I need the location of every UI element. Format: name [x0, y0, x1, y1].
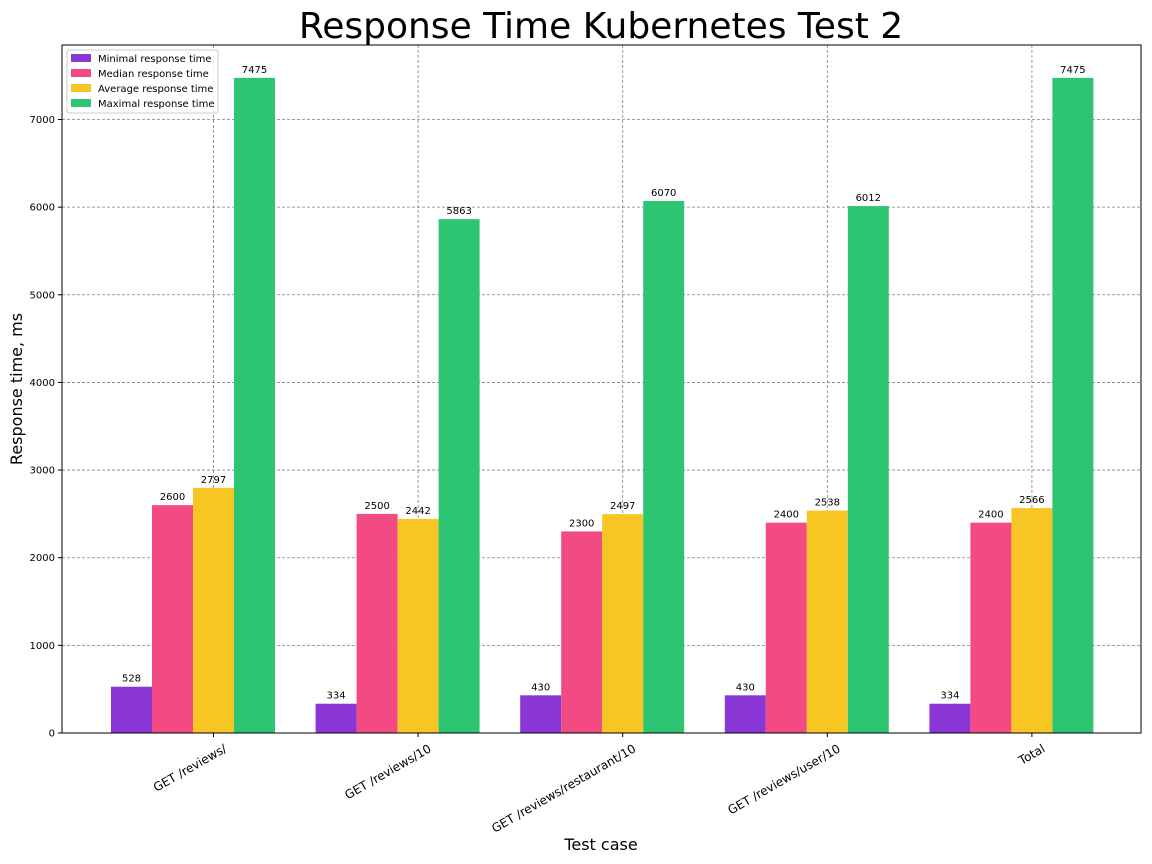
bar — [438, 219, 480, 733]
bar — [561, 531, 603, 733]
plot-area-frame — [61, 44, 1142, 734]
y-tick-label: 4000 — [30, 378, 55, 389]
x-axis: GET /reviews/GET /reviews/10 GET /reviews… — [151, 733, 1047, 836]
legend-swatch — [71, 84, 91, 92]
bar — [315, 703, 357, 733]
data-label: 2442 — [405, 506, 430, 517]
legend-swatch — [71, 54, 91, 62]
data-label: 430 — [531, 682, 550, 693]
bar — [356, 513, 398, 733]
data-labels: 528 2600 2797 7475 334 2500 2442 5863 430 2300 249… — [122, 65, 1086, 702]
bar — [970, 522, 1012, 733]
y-tick-label: 7000 — [30, 115, 55, 126]
legend-swatch — [71, 69, 91, 77]
bar — [765, 522, 807, 733]
data-label: 2566 — [1019, 495, 1044, 506]
y-tick-label: 6000 — [30, 203, 55, 214]
bar — [111, 686, 152, 733]
bar — [193, 487, 234, 733]
bar — [397, 518, 439, 733]
data-label: 334 — [940, 691, 959, 702]
bar — [643, 201, 685, 733]
bar — [234, 77, 275, 734]
legend-box — [66, 49, 219, 114]
y-tick-label: 0 — [49, 729, 55, 740]
bar — [602, 514, 644, 733]
y-tick-label: 1000 — [30, 641, 55, 652]
x-tick-label: GET /reviews/user/10 — [725, 741, 842, 817]
data-label: 2497 — [610, 501, 635, 512]
legend-swatch — [71, 99, 91, 107]
bar — [724, 695, 766, 733]
chart-title: Response Time Kubernetes Test 2 — [299, 6, 903, 47]
legend-entry: Median response time — [98, 69, 209, 80]
x-tick-label: Total — [1015, 741, 1047, 768]
data-label: 334 — [327, 691, 346, 702]
legend-entry: Minimal response time — [98, 54, 212, 65]
data-label: 2400 — [774, 510, 799, 521]
bar — [1052, 77, 1094, 734]
data-label: 430 — [736, 682, 755, 693]
data-label: 528 — [122, 674, 141, 685]
data-label: 7475 — [242, 65, 267, 76]
data-label: 2538 — [815, 498, 840, 509]
y-tick-label: 5000 — [30, 290, 55, 301]
data-label: 5863 — [446, 206, 471, 217]
legend: Minimal response time Median response tim… — [66, 49, 219, 114]
y-axis: 0 1000 2000 3000 4000 5000 6000 7000 — [30, 115, 62, 740]
y-axis-title: Response time, ms — [7, 313, 26, 465]
bar — [152, 505, 193, 733]
data-label: 2797 — [201, 475, 226, 486]
data-label: 2300 — [569, 518, 594, 529]
bar — [806, 510, 848, 733]
y-tick-label: 2000 — [30, 553, 55, 564]
bar — [1011, 508, 1053, 733]
x-tick-label: GET /reviews/restaurant/10 — [489, 741, 638, 835]
x-axis-title: Test case — [563, 835, 637, 854]
y-tick-label: 3000 — [30, 466, 55, 477]
data-label: 6012 — [856, 193, 881, 204]
data-label: 6070 — [651, 188, 676, 199]
legend-entry: Maximal response time — [98, 99, 214, 110]
data-label: 2500 — [364, 501, 389, 512]
bar — [520, 695, 562, 733]
data-label: 2400 — [978, 510, 1003, 521]
x-tick-label: GET /reviews/ — [151, 741, 230, 795]
data-label: 7475 — [1060, 65, 1085, 76]
data-label: 2600 — [160, 492, 185, 503]
legend-entry: Average response time — [98, 84, 213, 95]
bars — [111, 77, 1094, 734]
x-tick-label: GET /reviews/10 — [342, 741, 433, 802]
bar — [847, 206, 889, 734]
bar — [929, 703, 971, 733]
